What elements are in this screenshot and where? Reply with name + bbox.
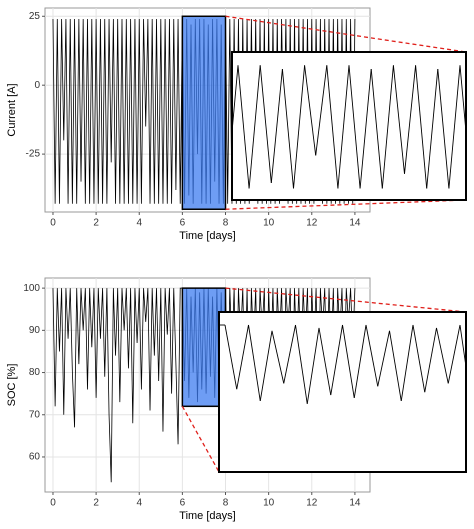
x-tick-label: 12 bbox=[306, 498, 318, 509]
inset-segment bbox=[424, 327, 437, 393]
x-tick-label: 6 bbox=[180, 498, 186, 509]
inset-segment bbox=[330, 324, 343, 396]
x-tick-label: 4 bbox=[136, 498, 142, 509]
x-tick-label: 14 bbox=[349, 218, 361, 229]
y-axis-label: Current [A] bbox=[6, 83, 18, 136]
x-tick-label: 8 bbox=[223, 218, 229, 229]
inset-segment bbox=[295, 324, 308, 404]
inset-segment bbox=[448, 65, 461, 189]
inset-segment bbox=[337, 65, 350, 189]
zoom-highlight bbox=[181, 15, 227, 210]
inset-segment bbox=[259, 330, 273, 401]
y-tick-label: 80 bbox=[29, 367, 41, 378]
inset-segment bbox=[400, 324, 414, 401]
zoom-connector bbox=[225, 199, 467, 210]
y-tick-label: 100 bbox=[23, 283, 40, 294]
inset-segment bbox=[370, 68, 383, 189]
inset-segment bbox=[306, 327, 320, 404]
x-tick-label: 14 bbox=[349, 498, 361, 509]
x-tick-label: 6 bbox=[180, 218, 186, 229]
inset-segment bbox=[315, 65, 328, 156]
x-tick-label: 0 bbox=[50, 498, 56, 509]
inset-segment bbox=[404, 65, 417, 174]
x-axis-label: Time [days] bbox=[179, 510, 235, 522]
inset-segment bbox=[293, 65, 306, 189]
y-tick-label: 60 bbox=[29, 452, 41, 463]
zoom-connector bbox=[181, 405, 220, 473]
inset-segment bbox=[377, 330, 390, 387]
x-tick-label: 12 bbox=[306, 218, 318, 229]
inset-segment bbox=[365, 324, 379, 387]
x-axis-label: Time [days] bbox=[179, 230, 235, 242]
inset-segment bbox=[304, 65, 317, 156]
inset-segment bbox=[359, 68, 372, 189]
inset-segment bbox=[381, 65, 394, 189]
zoom-connector bbox=[225, 287, 467, 313]
x-tick-label: 8 bbox=[223, 498, 229, 509]
inset-segment bbox=[224, 324, 238, 390]
inset-segment bbox=[248, 65, 261, 189]
inset-segment bbox=[392, 65, 405, 174]
y-tick-label: 0 bbox=[34, 80, 40, 91]
inset-segment bbox=[415, 65, 428, 189]
inset-segment bbox=[389, 330, 402, 401]
x-tick-label: 2 bbox=[93, 498, 99, 509]
inset-segment bbox=[236, 324, 249, 390]
y-tick-label: 25 bbox=[29, 11, 41, 22]
x-tick-label: 4 bbox=[136, 218, 142, 229]
inset-panel bbox=[232, 52, 466, 200]
y-axis-label: SOC [%] bbox=[6, 364, 18, 407]
inset-lines bbox=[232, 65, 466, 189]
inset-segment bbox=[326, 65, 339, 189]
y-tick-label: -25 bbox=[26, 149, 41, 160]
inset-segment bbox=[271, 330, 285, 384]
zoom-connector bbox=[225, 15, 467, 53]
inset-segment bbox=[248, 324, 261, 401]
inset-segment bbox=[270, 68, 283, 184]
inset-segment bbox=[437, 68, 450, 189]
inset-segment bbox=[342, 324, 355, 399]
inset-segment bbox=[237, 65, 250, 189]
inset-segment bbox=[353, 324, 367, 399]
inset-segment bbox=[283, 324, 296, 384]
y-tick-label: 90 bbox=[29, 325, 41, 336]
y-tick-label: 70 bbox=[29, 409, 41, 420]
inset-border bbox=[218, 311, 467, 473]
inset-segment bbox=[318, 327, 332, 396]
inset-segment bbox=[412, 324, 426, 393]
inset-segment bbox=[281, 68, 294, 189]
x-tick-label: 0 bbox=[50, 218, 56, 229]
inset-segment bbox=[447, 324, 461, 384]
inset-border bbox=[231, 51, 467, 201]
inset-segment bbox=[348, 65, 361, 189]
inset-segment bbox=[259, 65, 272, 184]
inset-segment bbox=[426, 68, 439, 189]
inset-panel bbox=[219, 312, 466, 472]
inset-segment bbox=[436, 327, 449, 384]
x-tick-label: 10 bbox=[263, 498, 275, 509]
x-tick-label: 10 bbox=[263, 218, 275, 229]
inset-lines bbox=[219, 324, 466, 404]
x-tick-label: 2 bbox=[93, 218, 99, 229]
